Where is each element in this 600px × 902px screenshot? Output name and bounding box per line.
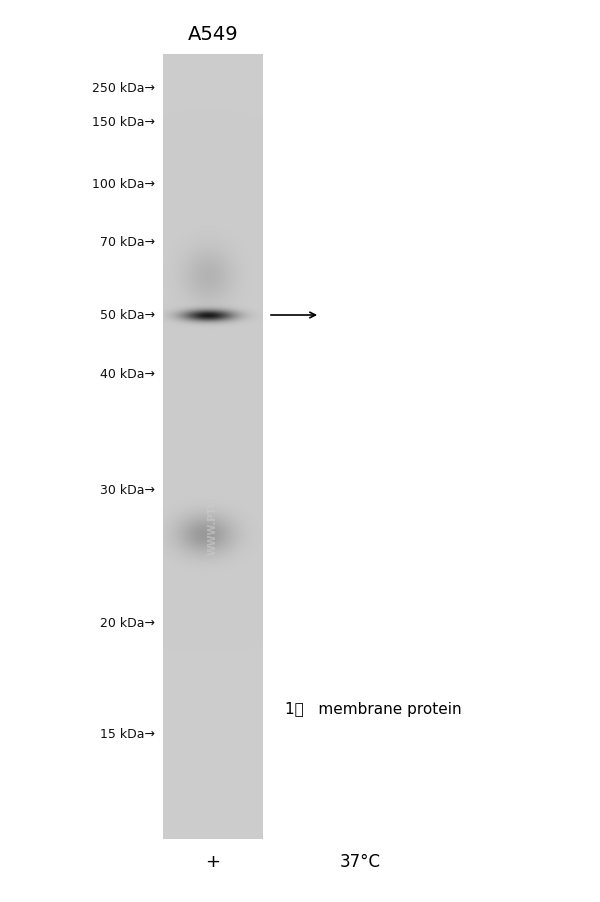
Text: 40 kDa→: 40 kDa→ xyxy=(100,368,155,381)
Text: WWW.PTGLABC.COM: WWW.PTGLABC.COM xyxy=(208,440,218,554)
Text: 1：   membrane protein: 1： membrane protein xyxy=(285,702,461,717)
Text: 250 kDa→: 250 kDa→ xyxy=(92,81,155,95)
Text: A549: A549 xyxy=(188,25,238,44)
Text: 30 kDa→: 30 kDa→ xyxy=(100,484,155,497)
Text: 70 kDa→: 70 kDa→ xyxy=(100,236,155,249)
Text: +: + xyxy=(205,852,221,870)
Text: 15 kDa→: 15 kDa→ xyxy=(100,728,155,741)
Text: 50 kDa→: 50 kDa→ xyxy=(100,309,155,322)
Text: 150 kDa→: 150 kDa→ xyxy=(92,115,155,128)
Text: 37°C: 37°C xyxy=(340,852,381,870)
Text: 100 kDa→: 100 kDa→ xyxy=(92,179,155,191)
Text: 20 kDa→: 20 kDa→ xyxy=(100,617,155,630)
